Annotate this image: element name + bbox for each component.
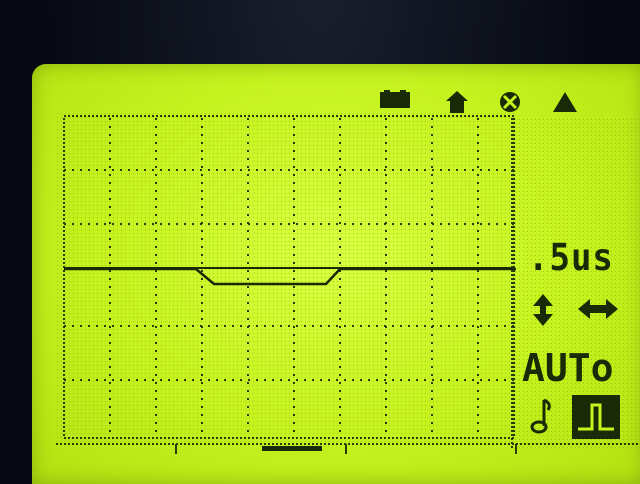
music-note-icon [530,398,551,434]
trigger-edge-button[interactable] [572,395,620,439]
triangle-icon[interactable] [552,91,578,113]
side-panel [510,118,640,448]
vertical-arrow-icon[interactable] [533,294,553,326]
battery-icon [380,90,410,108]
horizontal-arrow-icon[interactable] [578,297,618,321]
cancel-circle-icon[interactable] [498,90,522,114]
bottom-scale [56,443,640,454]
scope-grid [56,112,516,444]
timebase-readout[interactable]: .5us [528,236,614,280]
trigger-mode-label[interactable]: AUTo [522,346,614,390]
trigger-edge-icon [578,403,614,431]
home-icon[interactable] [445,90,469,114]
waveform-trace [64,267,516,286]
